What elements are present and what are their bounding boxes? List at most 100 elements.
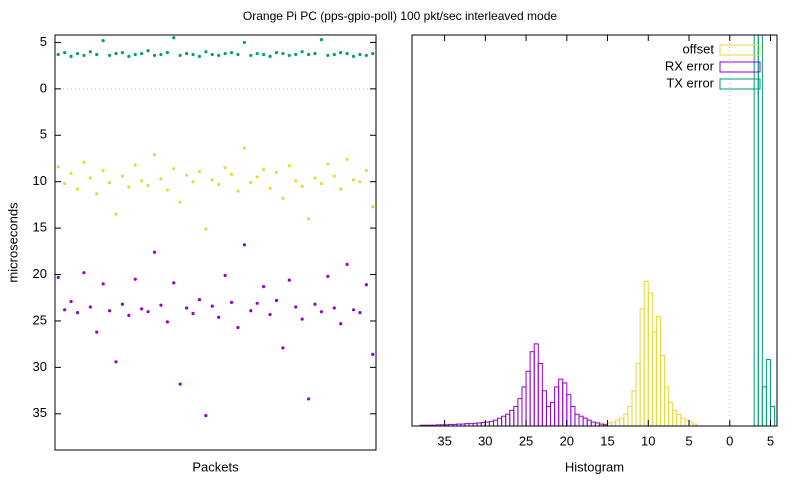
point bbox=[319, 181, 324, 186]
bar bbox=[647, 292, 653, 426]
x-tick-label: 35 bbox=[437, 433, 451, 448]
plot-frame bbox=[54, 34, 377, 451]
chart-title: Orange Pi PC (pps-gpio-poll) 100 pkt/sec… bbox=[243, 9, 557, 23]
point bbox=[82, 53, 86, 58]
point bbox=[75, 187, 80, 191]
bar bbox=[631, 390, 637, 426]
point bbox=[217, 53, 221, 58]
bar bbox=[688, 421, 694, 426]
point bbox=[262, 168, 266, 172]
bar bbox=[655, 316, 661, 426]
point bbox=[178, 200, 182, 204]
point bbox=[326, 274, 330, 278]
point bbox=[262, 284, 266, 289]
point bbox=[120, 302, 125, 306]
point bbox=[268, 312, 272, 317]
bar bbox=[668, 402, 674, 426]
point bbox=[242, 40, 246, 45]
plot-frame bbox=[411, 34, 778, 427]
bar bbox=[672, 409, 678, 426]
point bbox=[217, 315, 221, 319]
point bbox=[165, 188, 169, 192]
point bbox=[88, 50, 92, 54]
point bbox=[364, 168, 368, 173]
bar bbox=[651, 331, 657, 426]
point bbox=[249, 53, 253, 58]
point bbox=[152, 153, 157, 157]
x-axis-label: Packets bbox=[192, 459, 239, 474]
point bbox=[159, 177, 163, 181]
bar bbox=[480, 421, 486, 426]
bar bbox=[586, 419, 592, 426]
point bbox=[300, 317, 304, 321]
point bbox=[75, 310, 80, 315]
point bbox=[268, 186, 272, 190]
point bbox=[95, 192, 99, 196]
point bbox=[255, 175, 259, 179]
point bbox=[120, 51, 125, 55]
point bbox=[339, 187, 343, 191]
point bbox=[351, 308, 356, 312]
point bbox=[229, 51, 234, 55]
point bbox=[364, 283, 368, 287]
legend-label: TX error bbox=[666, 75, 714, 90]
point bbox=[146, 49, 150, 53]
point bbox=[140, 179, 144, 183]
bar bbox=[517, 398, 523, 426]
point bbox=[204, 227, 208, 231]
point bbox=[364, 53, 368, 58]
point bbox=[140, 307, 144, 311]
point bbox=[287, 278, 291, 282]
x-tick-label: 25 bbox=[519, 433, 533, 448]
bar bbox=[761, 386, 767, 426]
point bbox=[229, 300, 234, 304]
point bbox=[255, 301, 259, 305]
bar bbox=[627, 405, 633, 426]
legend-swatch bbox=[719, 78, 761, 90]
bar bbox=[765, 359, 771, 426]
x-tick-label: 0 bbox=[726, 433, 733, 448]
point bbox=[63, 181, 67, 186]
x-tick-label: 15 bbox=[600, 433, 614, 448]
point bbox=[133, 52, 137, 57]
bar bbox=[562, 382, 568, 426]
point bbox=[185, 51, 189, 56]
point bbox=[172, 167, 176, 171]
point bbox=[371, 205, 375, 209]
point bbox=[274, 170, 279, 175]
point bbox=[191, 180, 195, 184]
bar bbox=[611, 421, 617, 426]
point bbox=[88, 176, 92, 180]
point bbox=[185, 306, 189, 310]
point bbox=[95, 330, 99, 334]
point bbox=[339, 51, 343, 55]
point bbox=[319, 310, 324, 314]
point bbox=[146, 310, 150, 314]
bar bbox=[680, 417, 686, 426]
point bbox=[351, 178, 356, 182]
point bbox=[185, 173, 189, 177]
y-tick-label: 30 bbox=[33, 359, 47, 374]
point bbox=[63, 51, 67, 55]
point bbox=[63, 308, 67, 312]
point bbox=[172, 36, 176, 40]
point bbox=[223, 51, 227, 56]
y-tick-label: 0 bbox=[40, 80, 47, 95]
bar bbox=[664, 386, 670, 426]
point bbox=[313, 51, 317, 56]
bar bbox=[582, 417, 588, 426]
point bbox=[358, 310, 362, 315]
point bbox=[133, 163, 137, 167]
bar bbox=[615, 419, 621, 426]
bar bbox=[558, 378, 564, 426]
bar bbox=[525, 370, 531, 426]
point bbox=[178, 53, 182, 58]
bar bbox=[521, 386, 527, 426]
bar bbox=[497, 417, 503, 426]
point bbox=[371, 51, 375, 56]
point bbox=[159, 52, 163, 57]
point bbox=[210, 52, 214, 57]
legend-label: RX error bbox=[665, 58, 715, 73]
y-tick-label: 20 bbox=[33, 266, 47, 281]
bar bbox=[505, 413, 511, 426]
